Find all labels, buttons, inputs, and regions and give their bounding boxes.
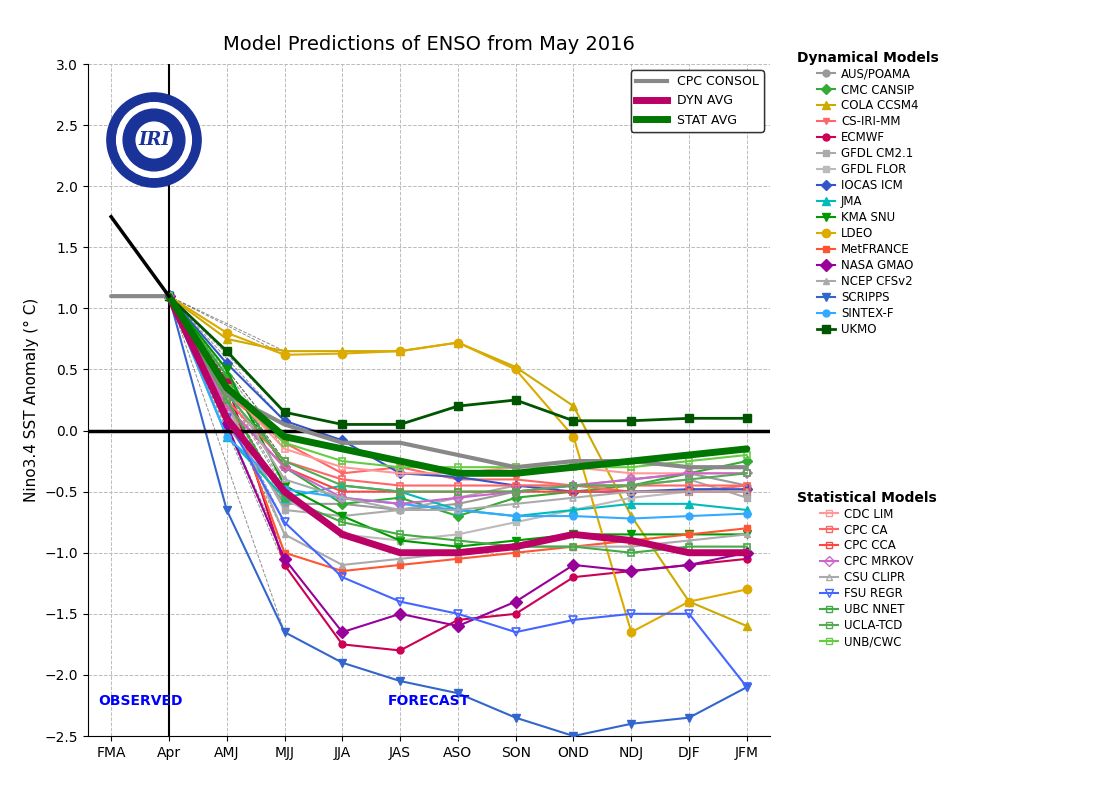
- Legend: AUS/POAMA, CMC CANSIP, COLA CCSM4, CS-IRI-MM, ECMWF, GFDL CM2.1, GFDL FLOR, IOCA: AUS/POAMA, CMC CANSIP, COLA CCSM4, CS-IR…: [792, 46, 944, 341]
- Circle shape: [107, 93, 201, 187]
- Text: IRI: IRI: [139, 131, 169, 149]
- Circle shape: [136, 122, 172, 158]
- Legend: CPC CONSOL, DYN AVG, STAT AVG: CPC CONSOL, DYN AVG, STAT AVG: [630, 70, 763, 132]
- Title: Model Predictions of ENSO from May 2016: Model Predictions of ENSO from May 2016: [223, 35, 635, 54]
- Circle shape: [123, 109, 185, 171]
- Y-axis label: Nino3.4 SST Anomaly (° C): Nino3.4 SST Anomaly (° C): [24, 298, 40, 502]
- Circle shape: [117, 102, 191, 178]
- Text: FORECAST: FORECAST: [388, 694, 470, 709]
- Text: OBSERVED: OBSERVED: [98, 694, 183, 709]
- Legend: CDC LIM, CPC CA, CPC CCA, CPC MRKOV, CSU CLIPR, FSU REGR, UBC NNET, UCLA-TCD, UN: CDC LIM, CPC CA, CPC CCA, CPC MRKOV, CSU…: [792, 486, 942, 653]
